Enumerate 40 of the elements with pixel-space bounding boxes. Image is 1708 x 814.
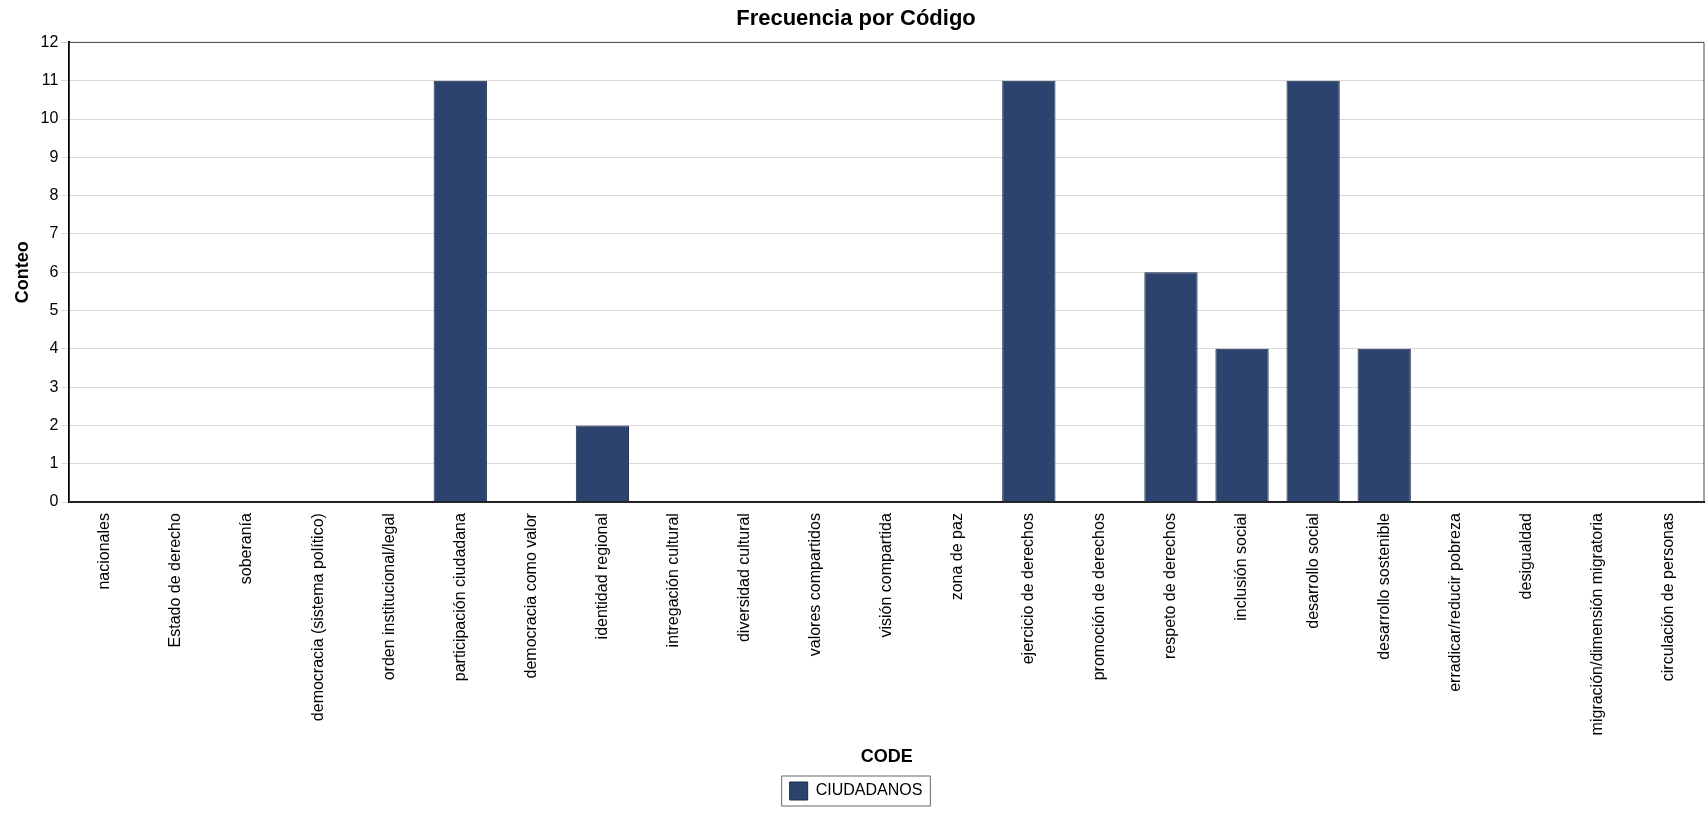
y-tick-label: 3 [49, 377, 59, 395]
x-tick-label: democracia (sistema político) [308, 513, 326, 722]
legend-label: CIUDADANOS [815, 781, 923, 799]
y-tick-label: 10 [40, 109, 59, 127]
x-tick-label: diversidad cultural [734, 513, 752, 643]
y-tick-label: 0 [49, 492, 59, 510]
x-tick-label: promoción de derechos [1090, 513, 1108, 681]
y-tick-label: 4 [49, 339, 59, 357]
x-tick-label: identidad regional [592, 513, 610, 640]
x-tick-label: soberanía [237, 512, 255, 585]
y-tick-label: 11 [41, 71, 59, 89]
x-tick-label: nacionales [95, 513, 113, 590]
x-tick-label: visión compartida [877, 512, 895, 638]
x-tick-label: desigualdad [1516, 513, 1534, 600]
y-tick-label: 9 [49, 147, 59, 165]
x-tick-label: valores compartidos [806, 513, 824, 657]
x-axis-title: CODE [860, 746, 913, 767]
x-tick-label: desarrollo sostenible [1374, 512, 1392, 660]
x-tick-label: orden institucional/legal [379, 513, 397, 681]
y-tick-label: 5 [49, 300, 59, 318]
x-tick-label: zona de paz [948, 513, 966, 601]
x-tick-label: intregación cultural [663, 513, 681, 648]
y-tick-label: 12 [40, 32, 59, 50]
x-tick-label: ejercicio de derechos [1019, 513, 1037, 665]
y-tick-label: 6 [49, 262, 59, 280]
x-tick-label: inclusión social [1232, 513, 1250, 621]
x-tick-label: migración/dimensión migratoria [1587, 512, 1605, 736]
y-tick-label: 2 [49, 415, 59, 433]
x-tick-label: desarrollo social [1303, 513, 1321, 629]
chart-title: Frecuencia por Código [736, 5, 976, 31]
y-axis-title: Conteo [11, 241, 32, 304]
x-tick-label: participación ciudadana [450, 512, 468, 682]
x-tick-label: respeto de derechos [1161, 513, 1179, 659]
x-tick-label: democracia como valor [521, 512, 539, 679]
x-tick-label: Estado de derecho [166, 512, 184, 648]
y-tick-label: 7 [49, 224, 59, 242]
y-tick-label: 8 [49, 186, 59, 204]
x-tick-label: erradicar/reducir pobreza [1445, 512, 1463, 692]
y-tick-label: 1 [49, 454, 59, 472]
x-tick-label: circulación de personas [1658, 513, 1676, 682]
